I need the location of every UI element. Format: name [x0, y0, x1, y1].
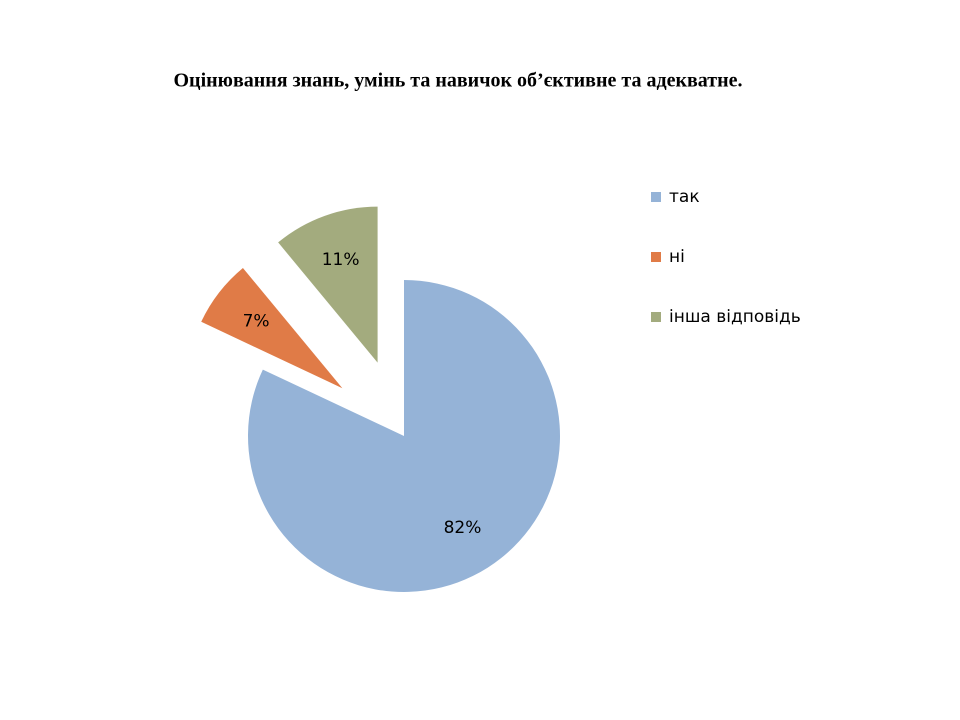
data-label: 11%: [322, 250, 360, 270]
legend-swatch: [651, 252, 661, 262]
pie-slice: [201, 267, 343, 389]
pie-slice: [248, 280, 561, 592]
data-label: 7%: [243, 311, 270, 331]
legend-label: ні: [669, 247, 685, 267]
legend-label: так: [669, 187, 700, 207]
pie-slice: [278, 206, 378, 363]
chart-title: Оцінювання знань, умінь та навичок об’єк…: [174, 70, 743, 92]
legend-swatch: [651, 312, 661, 322]
legend-label: інша відповідь: [669, 307, 801, 327]
legend-swatch: [651, 192, 661, 202]
data-label: 82%: [444, 518, 482, 538]
